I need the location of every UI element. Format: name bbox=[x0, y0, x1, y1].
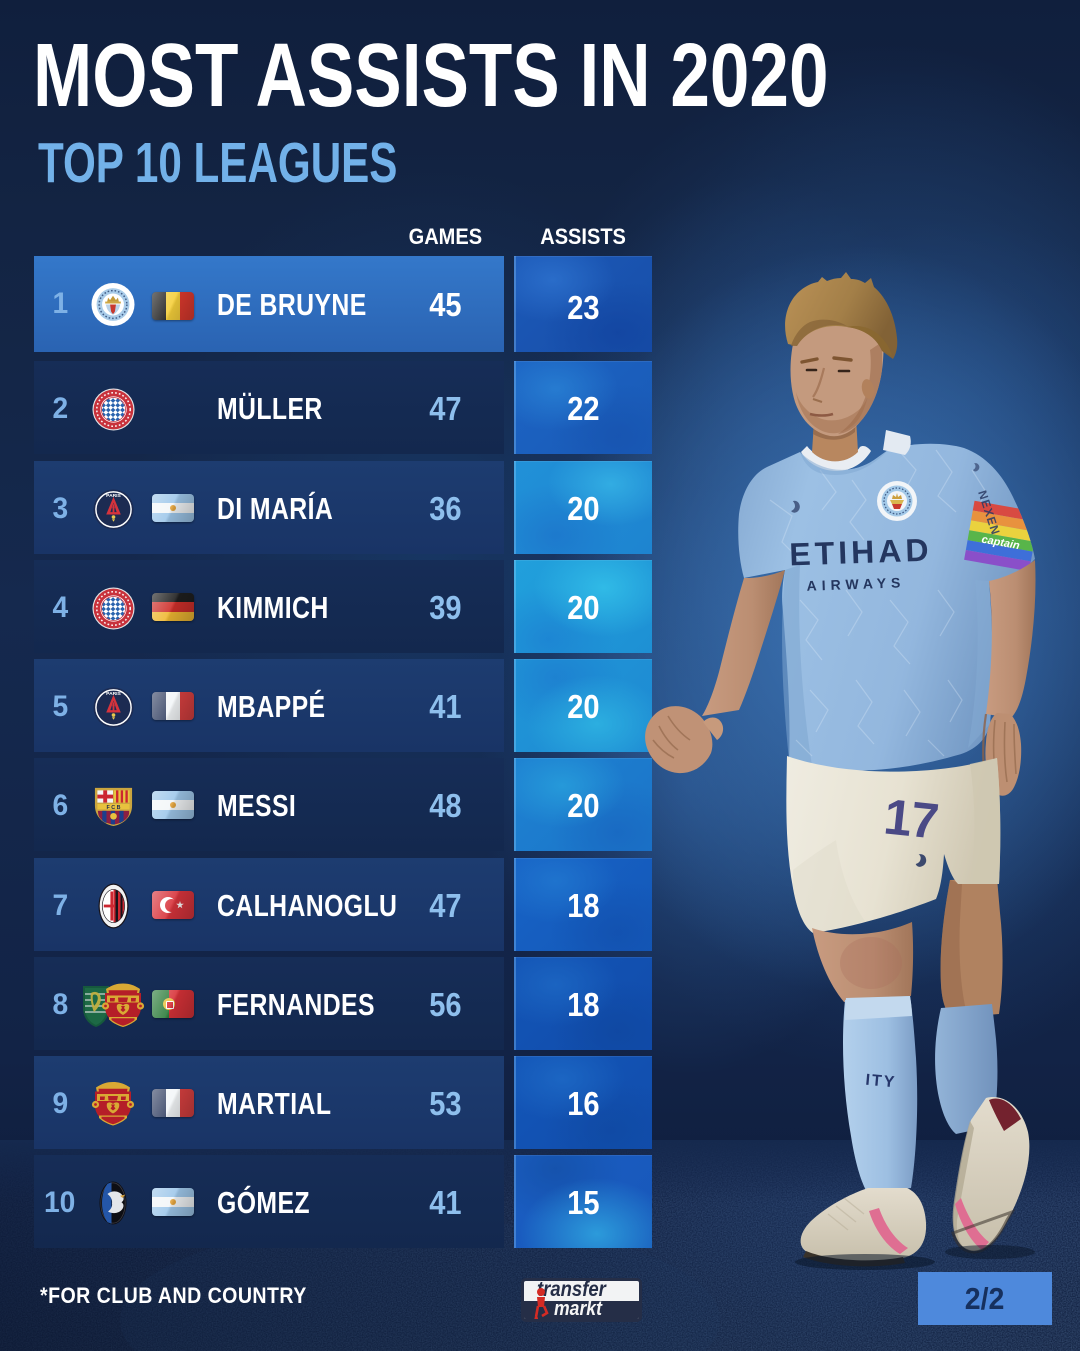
svg-text:17: 17 bbox=[881, 788, 940, 849]
svg-text:AIRWAYS: AIRWAYS bbox=[806, 574, 905, 593]
svg-text:ETIHAD: ETIHAD bbox=[789, 532, 933, 573]
svg-text:ITY: ITY bbox=[865, 1072, 897, 1092]
svg-text:F C B: F C B bbox=[106, 805, 120, 811]
